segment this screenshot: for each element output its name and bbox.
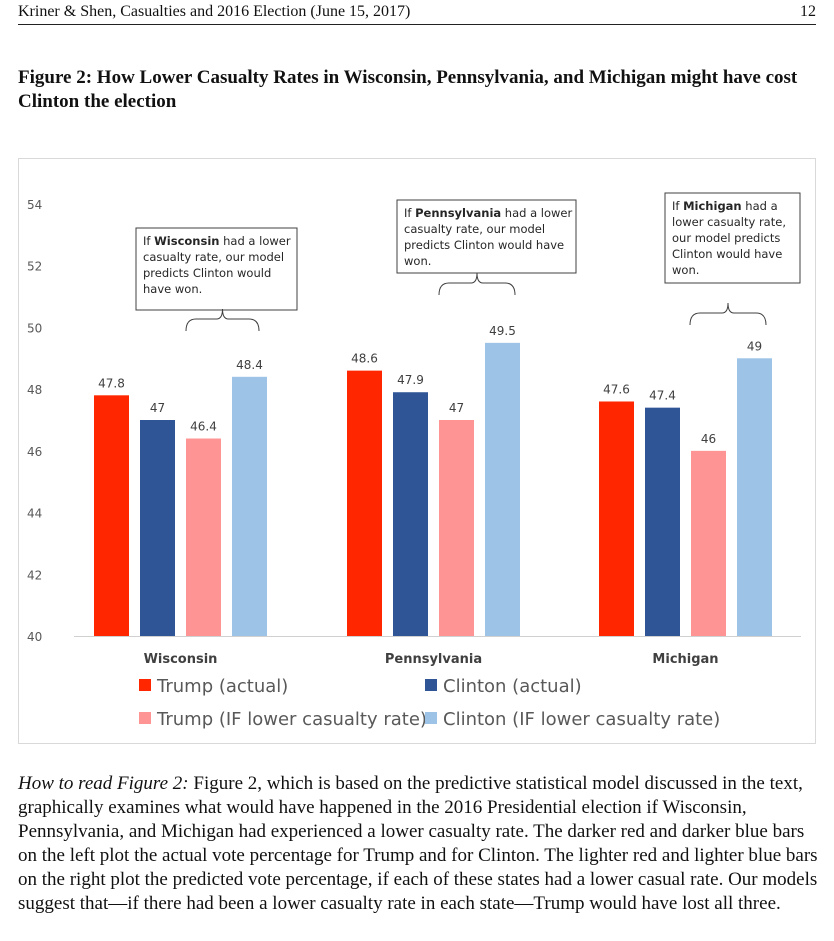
annotation-text: won.	[404, 254, 431, 268]
category-label: Wisconsin	[144, 652, 218, 667]
data-label: 47.8	[98, 376, 125, 390]
bar	[737, 358, 772, 636]
category-label: Pennsylvania	[385, 652, 482, 667]
y-tick-label: 50	[27, 321, 42, 335]
bar	[691, 450, 726, 636]
legend-swatch	[139, 712, 151, 724]
annotation-box	[664, 192, 801, 284]
annotation-text: won.	[672, 263, 699, 277]
bar-chart: 40 42 44 46 48 50 52 54 47.8 47 46.4 48.4 Wisconsin 4…	[27, 192, 801, 730]
bar	[347, 370, 382, 636]
data-label: 46.4	[190, 420, 217, 434]
annotation-text: lower casualty rate,	[672, 215, 786, 229]
bar	[232, 376, 267, 636]
legend-label: Clinton (IF lower casualty rate)	[443, 709, 720, 730]
bar	[599, 401, 634, 636]
data-label: 47.9	[397, 373, 424, 387]
data-label: 47.6	[603, 382, 630, 396]
annotation-text: If Wisconsin had a lower	[143, 234, 291, 248]
legend-label: Trump (IF lower casualty rate)	[156, 709, 427, 730]
running-title: Kriner & Shen, Casualties and 2016 Elect…	[18, 3, 411, 20]
annotation-box	[135, 227, 298, 311]
annotation-text: have won.	[143, 282, 202, 296]
legend-label: Clinton (actual)	[443, 676, 582, 697]
data-label: 49	[747, 339, 762, 353]
annotation-text: casualty rate, our model	[143, 250, 284, 264]
annotation-text: Clinton would have	[672, 247, 782, 261]
data-label: 47	[150, 401, 165, 415]
figure-title: Figure 2: How Lower Casualty Rates in Wi…	[18, 67, 798, 112]
data-label: 48.4	[236, 358, 263, 372]
bar	[140, 420, 175, 636]
legend-swatch	[425, 679, 437, 691]
caption-lead: How to read Figure 2:	[18, 773, 189, 794]
bar	[485, 342, 520, 636]
y-tick-label: 48	[27, 383, 42, 397]
data-label: 49.5	[489, 324, 516, 338]
caption-body: Figure 2, which is based on the predicti…	[18, 773, 818, 914]
annotation-brace	[438, 272, 516, 296]
y-tick-label: 44	[27, 507, 42, 521]
legend-swatch	[425, 712, 437, 724]
page-number: 12	[800, 3, 816, 20]
annotation-text: our model predicts	[672, 231, 780, 245]
data-label: 47.4	[649, 389, 676, 403]
y-tick-label: 52	[27, 260, 42, 274]
y-tick-label: 40	[27, 630, 42, 644]
y-tick-label: 54	[27, 198, 42, 212]
annotation-text: casualty rate, our model	[404, 222, 545, 236]
figure-caption: How to read Figure 2: Figure 2, which is…	[18, 772, 818, 916]
data-label: 48.6	[351, 352, 378, 366]
category-label: Michigan	[652, 652, 718, 667]
legend-swatch	[139, 679, 151, 691]
annotation-brace	[185, 308, 260, 332]
y-tick-label: 46	[27, 445, 42, 459]
chart-frame: 40 42 44 46 48 50 52 54 47.8 47 46.4 48.4 Wisconsin 4…	[18, 158, 816, 744]
legend-label: Trump (actual)	[156, 676, 288, 697]
y-tick-label: 42	[27, 568, 42, 582]
bar	[94, 395, 129, 636]
data-label: 47	[449, 401, 464, 415]
annotation-text: predicts Clinton would	[143, 266, 271, 280]
bar	[186, 438, 221, 636]
bar	[645, 407, 680, 636]
annotation-brace	[689, 302, 767, 326]
bar	[439, 420, 474, 636]
annotation-text: predicts Clinton would have	[404, 238, 564, 252]
annotation-box	[396, 199, 577, 274]
annotation-text: If Pennsylvania had a lower	[404, 206, 573, 220]
running-header: Kriner & Shen, Casualties and 2016 Elect…	[18, 2, 816, 25]
data-label: 46	[701, 432, 716, 446]
bar	[393, 392, 428, 636]
annotation-text: If Michigan had a	[672, 199, 778, 213]
